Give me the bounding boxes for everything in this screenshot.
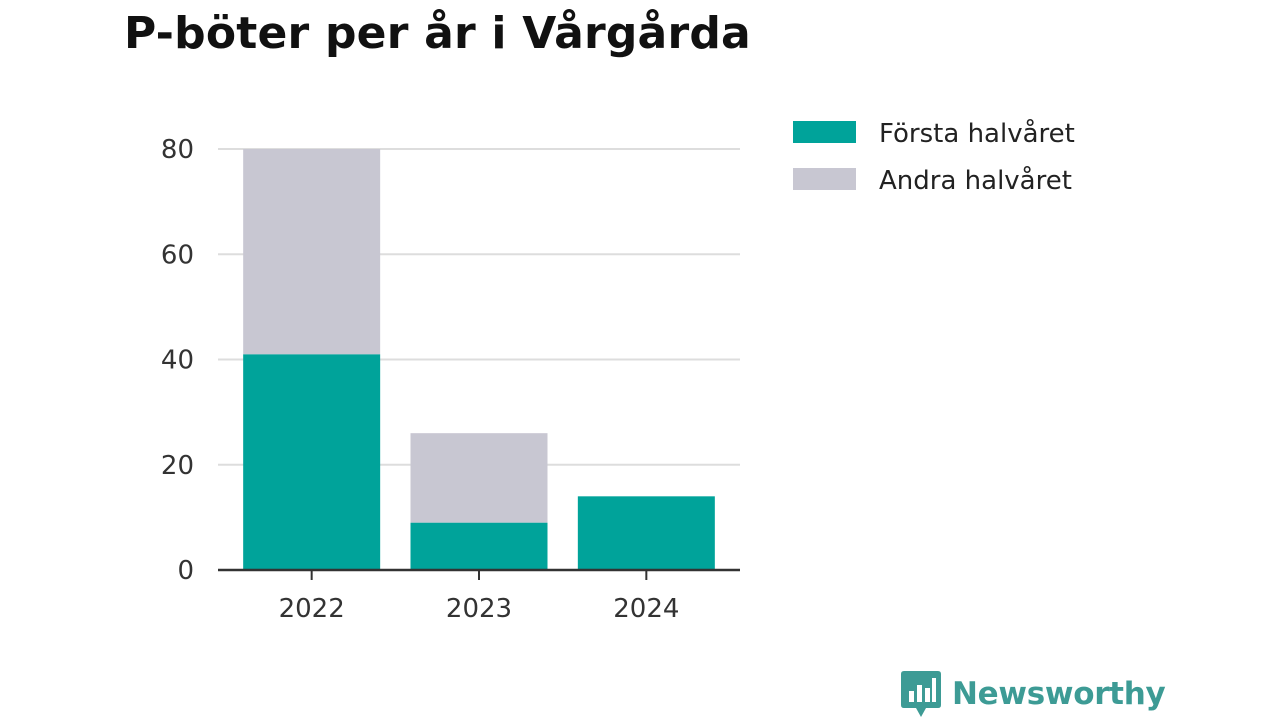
bar-chart-speech-bubble-icon xyxy=(901,671,941,717)
x-tick-label: 2022 xyxy=(279,594,345,624)
legend-label: Första halvåret xyxy=(879,118,1075,149)
bar-2023-series-1 xyxy=(410,522,548,570)
y-tick-label: 0 xyxy=(177,556,194,586)
y-tick-label: 40 xyxy=(161,346,194,376)
y-tick-label: 20 xyxy=(161,451,194,481)
bar-2024-series-1 xyxy=(577,496,715,570)
y-tick-label: 60 xyxy=(161,240,194,270)
legend-swatch xyxy=(793,168,856,190)
legend: Första halvåret Andra halvåret xyxy=(793,118,1075,196)
bar-2022-series-1 xyxy=(243,354,381,570)
bars xyxy=(243,149,715,570)
axes: 0 20 40 60 80 2022 2023 2024 xyxy=(161,135,740,624)
chart-title: P-böter per år i Vårgårda xyxy=(124,8,751,59)
newsworthy-logo: Newsworthy xyxy=(900,668,1166,720)
x-tick-label: 2023 xyxy=(446,594,512,624)
logo-wordmark: Newsworthy xyxy=(952,676,1166,712)
legend-swatch xyxy=(793,121,856,143)
legend-label: Andra halvåret xyxy=(879,165,1072,196)
x-tick-label: 2024 xyxy=(613,594,679,624)
bar-2023-series-2 xyxy=(410,433,548,523)
y-tick-label: 80 xyxy=(161,135,194,165)
bar-2022-series-2 xyxy=(243,149,381,355)
